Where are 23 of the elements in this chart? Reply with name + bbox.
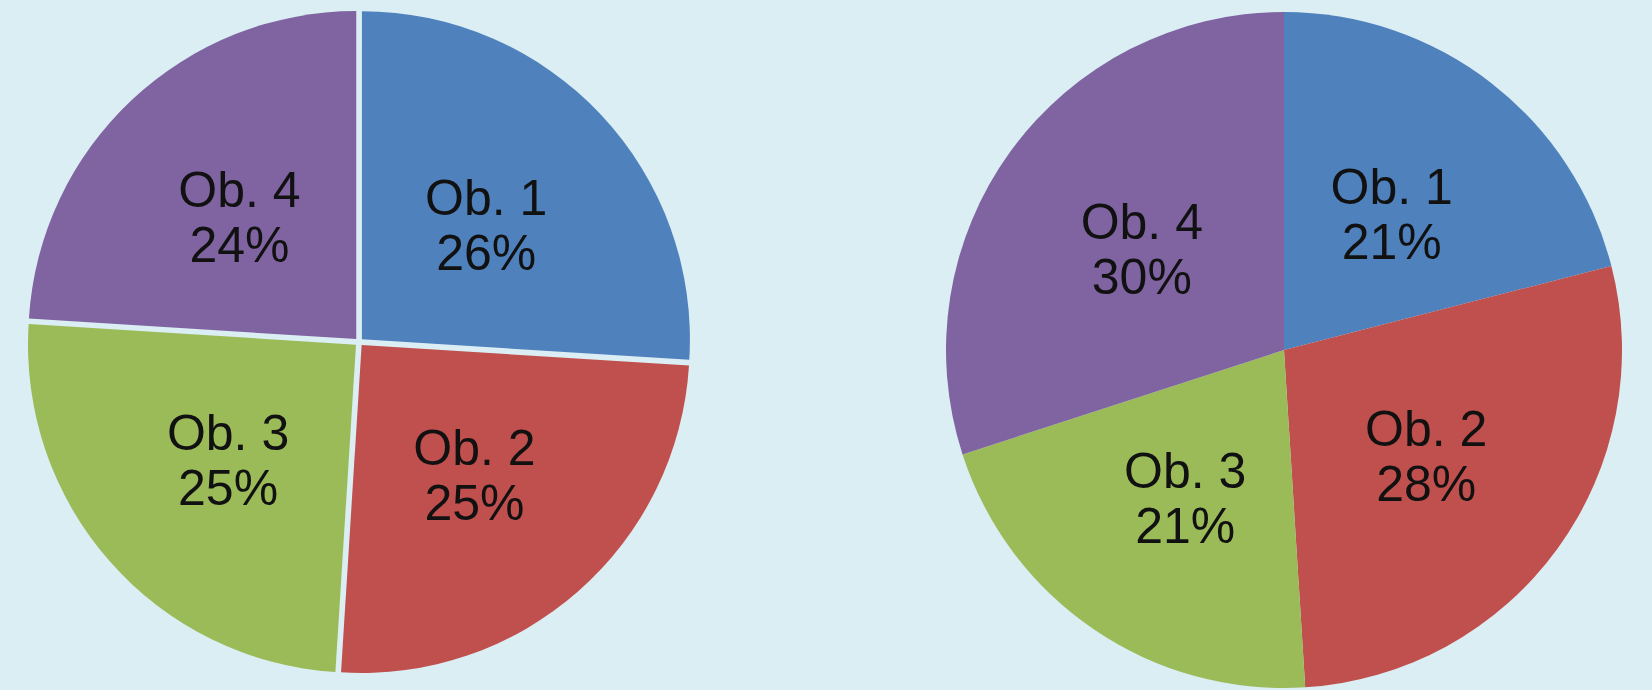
data-label: 25% [178,459,279,516]
data-label: 26% [436,225,537,282]
data-label: 25% [424,475,525,532]
data-label: 28% [1376,455,1477,512]
slice-label: Ob. 3 [166,404,290,461]
data-label: 30% [1091,249,1192,306]
slice-label: Ob. 3 [1124,442,1247,499]
pie-slice [1284,12,1612,350]
data-label: 24% [189,217,290,274]
slice-label: Ob. 2 [413,420,536,477]
pie-slice [1284,265,1622,688]
data-label: 21% [1341,213,1442,270]
pie-slice [28,11,357,340]
pie-slice [341,345,689,673]
data-label: 21% [1135,497,1236,554]
pie-slice [28,324,356,672]
pie-slice [361,11,690,360]
slice-label: Ob. 2 [1365,400,1488,457]
slice-label: Ob. 4 [178,162,301,219]
pie-slice [962,350,1306,688]
slice-label: Ob. 1 [1330,158,1453,215]
slice-label: Ob. 4 [1080,194,1203,251]
slice-label: Ob. 1 [425,170,548,227]
